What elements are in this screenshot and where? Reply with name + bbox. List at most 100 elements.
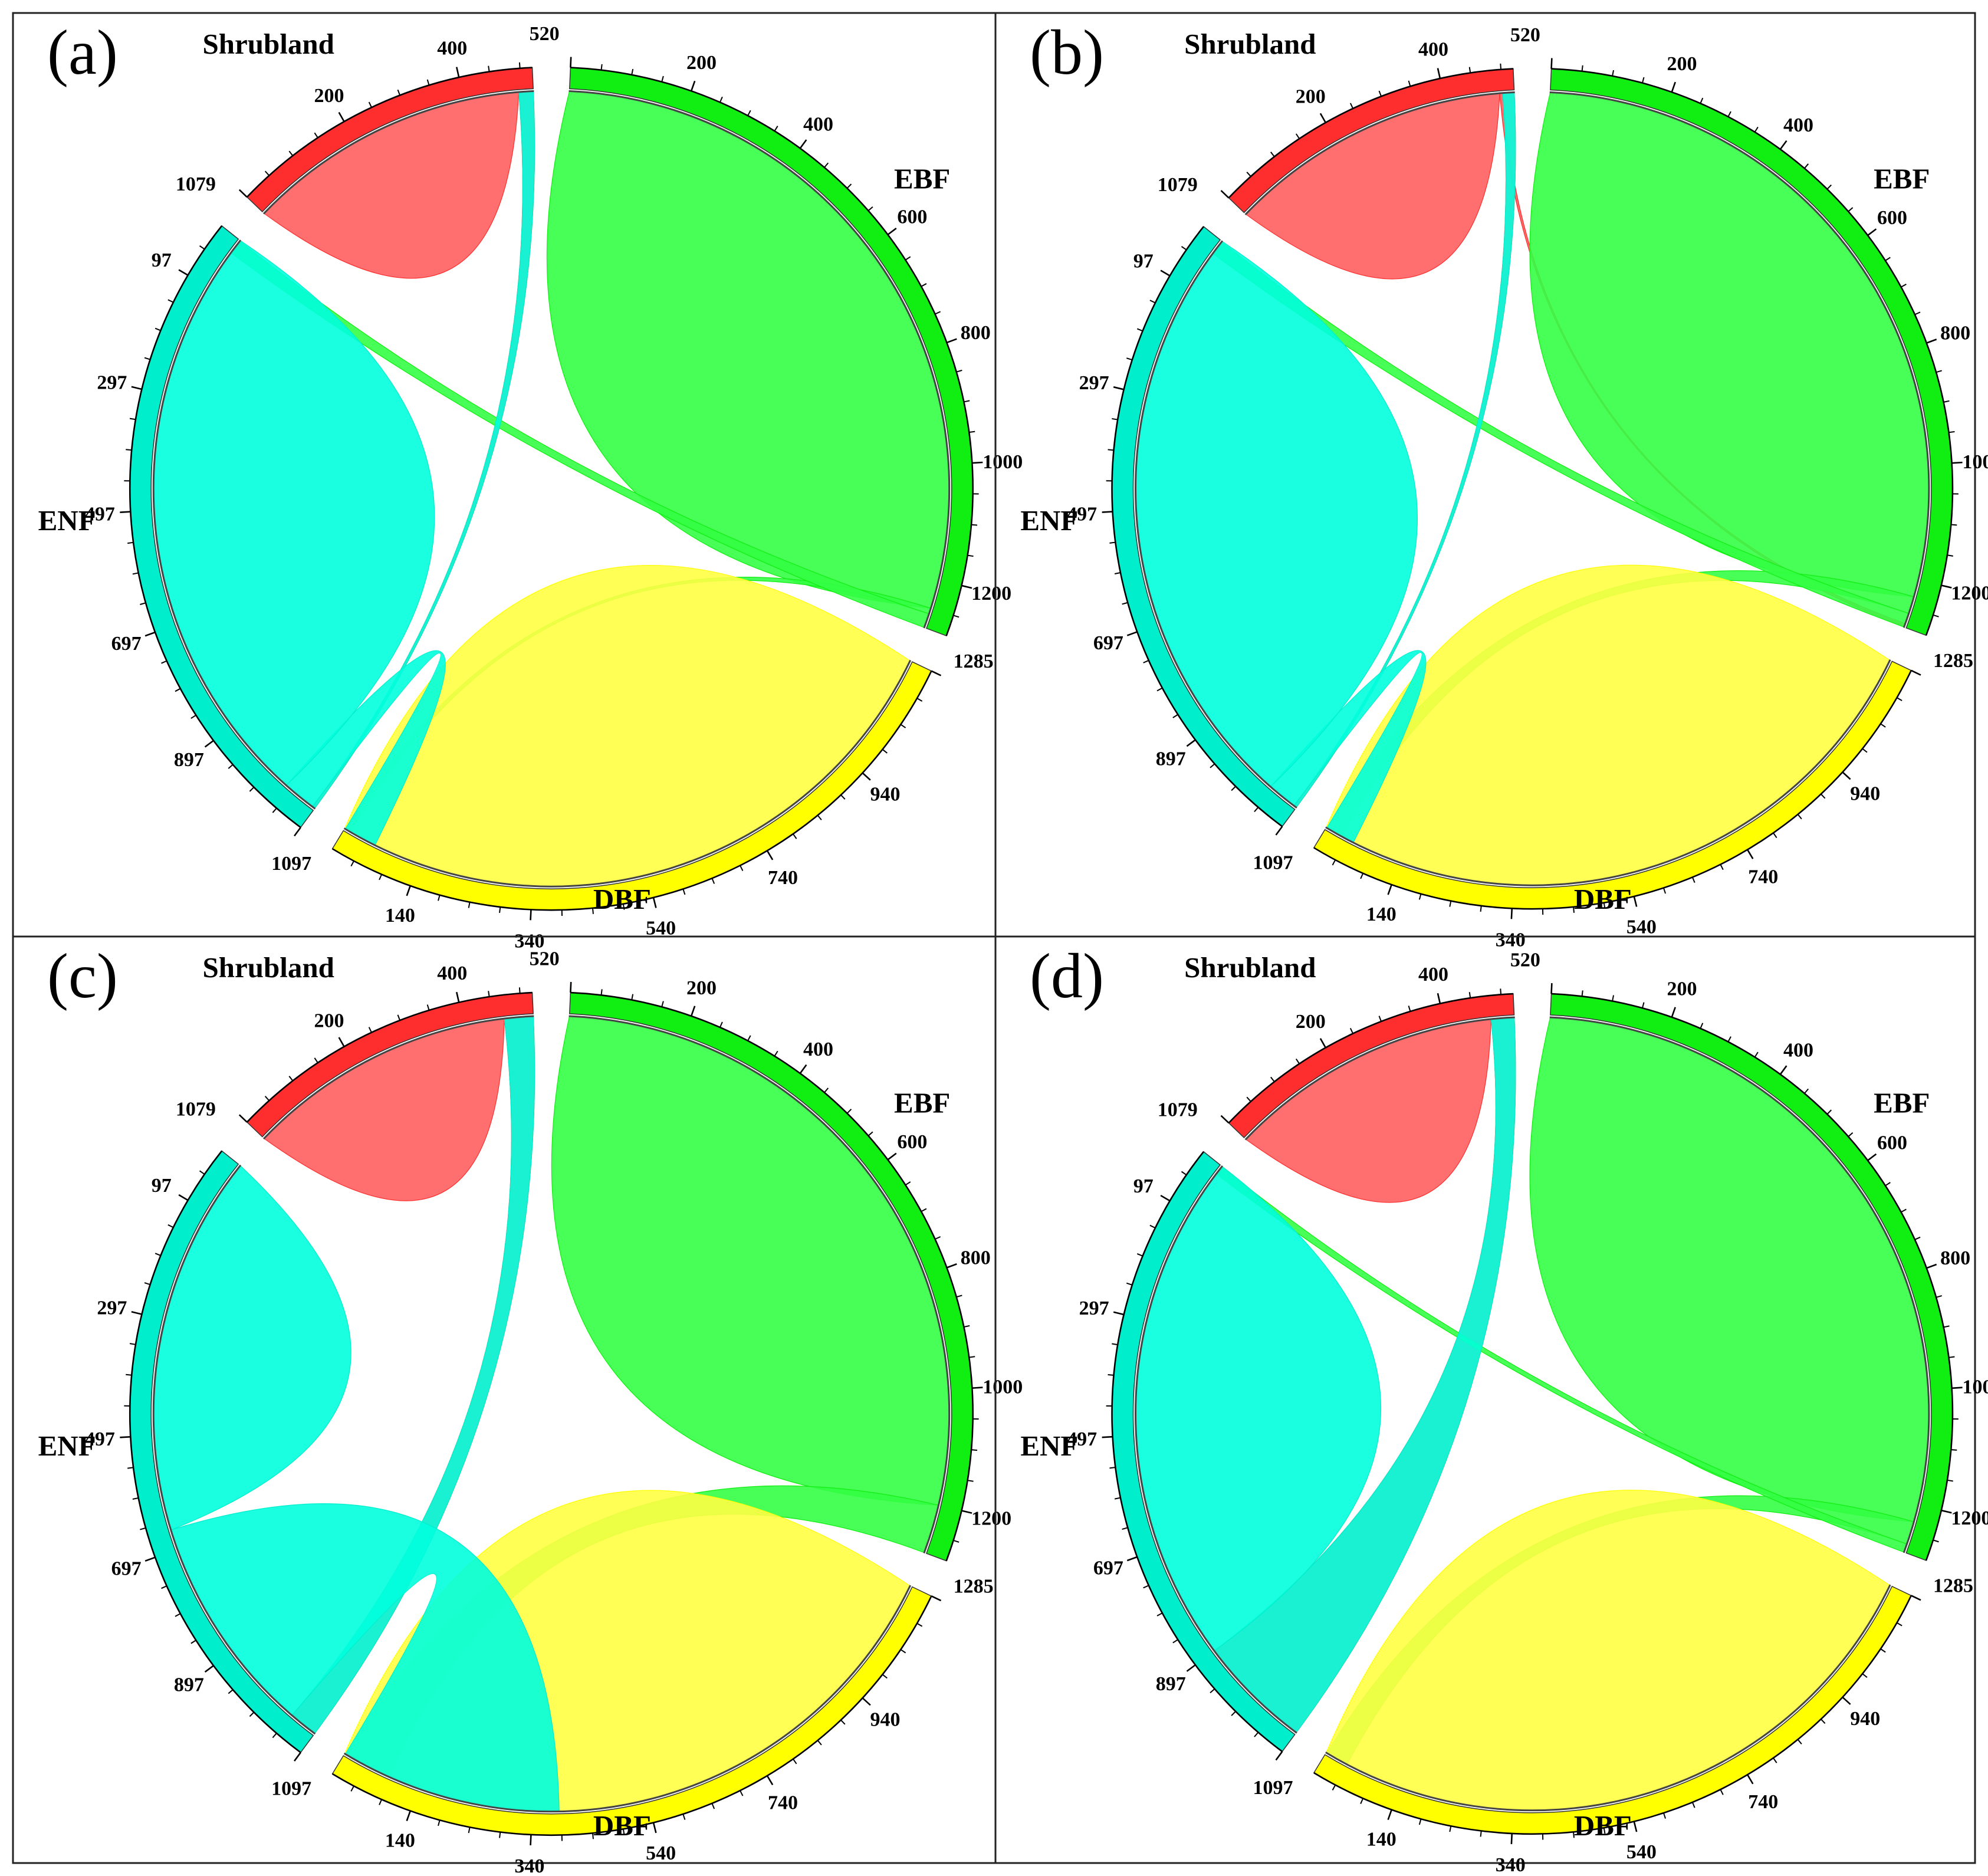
inner-ring-enf	[152, 1164, 316, 1735]
tick	[631, 68, 634, 75]
total-label-ebf: 1285	[954, 1575, 994, 1597]
tick	[824, 162, 829, 168]
boundary-label: 1079	[1158, 174, 1198, 196]
group-name-enf: ENF	[1020, 1430, 1078, 1462]
inner-ring-dbf	[1325, 659, 1891, 886]
tick	[1951, 461, 1963, 464]
tick-label: 340	[1496, 1854, 1526, 1876]
tick	[690, 1006, 696, 1017]
tick	[969, 1356, 975, 1358]
tick	[1109, 1467, 1116, 1469]
tick-baseline	[1313, 670, 1912, 910]
tick-label: 1200	[1951, 582, 1988, 604]
tick-label: 697	[111, 1558, 142, 1579]
tick	[126, 449, 132, 451]
tick	[178, 269, 189, 276]
tick	[862, 772, 871, 781]
tick	[1826, 184, 1832, 190]
group-name-enf: ENF	[38, 504, 96, 537]
total-label-enf: 1097	[1253, 1777, 1293, 1799]
tick	[204, 740, 214, 748]
tick	[1113, 1311, 1124, 1316]
tick	[1275, 826, 1283, 836]
tick	[1941, 584, 1952, 589]
tick-label: 697	[111, 633, 142, 655]
tick-label: 400	[1783, 114, 1813, 136]
tick	[368, 101, 372, 108]
tick	[1941, 1509, 1952, 1514]
boundary-label: 1079	[1158, 1099, 1198, 1121]
panel-border	[994, 935, 1976, 1864]
inner-ring-ebf	[1549, 1016, 1930, 1553]
tick	[1633, 896, 1638, 907]
tick	[964, 1325, 970, 1328]
tick	[900, 724, 906, 728]
total-label-shrubland: 520	[1510, 24, 1540, 46]
tick	[1700, 1023, 1704, 1029]
ribbon-ebf-to-ebf	[551, 1016, 950, 1506]
tick	[953, 1540, 960, 1543]
total-label-shrubland: 520	[530, 948, 560, 970]
tick	[846, 1108, 852, 1114]
tick-label: 1000	[983, 1376, 1023, 1398]
ticks-enf: 897 697 497 297 97	[1067, 226, 1283, 836]
tick-label: 297	[1079, 1297, 1109, 1319]
tick	[175, 1613, 181, 1617]
tick	[1160, 270, 1171, 277]
tick	[368, 1027, 372, 1033]
tick	[682, 889, 686, 895]
ticks-shrubland: 200 400	[1220, 38, 1513, 199]
tick	[1149, 300, 1156, 304]
tick-label: 340	[514, 1855, 544, 1876]
tick	[1510, 1833, 1513, 1844]
tick	[1914, 1236, 1921, 1240]
ribbons	[153, 1016, 950, 1812]
tick	[931, 1595, 942, 1602]
tick	[1581, 65, 1583, 71]
tick	[238, 1114, 248, 1123]
tick	[1181, 246, 1187, 251]
tick	[740, 865, 744, 871]
tick	[824, 1088, 829, 1093]
inner-ring-dbf	[1325, 1584, 1891, 1812]
ticks-ebf: 200 400 600 800 1000 1200	[570, 977, 1023, 1562]
tick	[144, 631, 156, 637]
tick	[1332, 859, 1336, 866]
tick	[1779, 140, 1787, 150]
tick	[1332, 1785, 1336, 1790]
tick	[916, 698, 923, 702]
tick-label: 1000	[1963, 451, 1988, 473]
tick	[1136, 328, 1143, 332]
tick-label: 740	[1748, 1791, 1778, 1813]
tick	[1662, 888, 1667, 894]
tick	[887, 1152, 897, 1161]
tick	[1270, 152, 1275, 157]
total-label-ebf: 1285	[1933, 650, 1973, 672]
tick	[1943, 400, 1950, 403]
tick	[921, 1208, 927, 1213]
tick-baseline	[331, 1595, 932, 1836]
tick	[1156, 687, 1163, 692]
tick	[682, 1813, 686, 1820]
ticks-enf: 897 697 497 297 97	[85, 225, 301, 837]
tick	[167, 299, 174, 303]
tick	[916, 1622, 923, 1627]
tick	[1136, 1253, 1143, 1257]
tick	[1112, 1343, 1118, 1346]
tick	[314, 132, 318, 139]
chord-panel-b: (b) 200 400 520 200 400 600 800 1000 1200 1285 940 7…	[994, 12, 1988, 951]
tick	[397, 1014, 401, 1021]
tick-label: 1200	[971, 1507, 1011, 1529]
tick	[1295, 1058, 1300, 1065]
tick-label: 400	[803, 114, 833, 136]
panel-label: (d)	[1030, 941, 1104, 1011]
tick	[1122, 602, 1128, 605]
tick	[766, 1775, 774, 1786]
tick	[1880, 1648, 1886, 1653]
tick	[1896, 1622, 1902, 1627]
tick-label: 140	[385, 905, 415, 926]
tick	[204, 1665, 214, 1673]
tick-label: 200	[686, 52, 717, 74]
tick	[1867, 1153, 1877, 1161]
